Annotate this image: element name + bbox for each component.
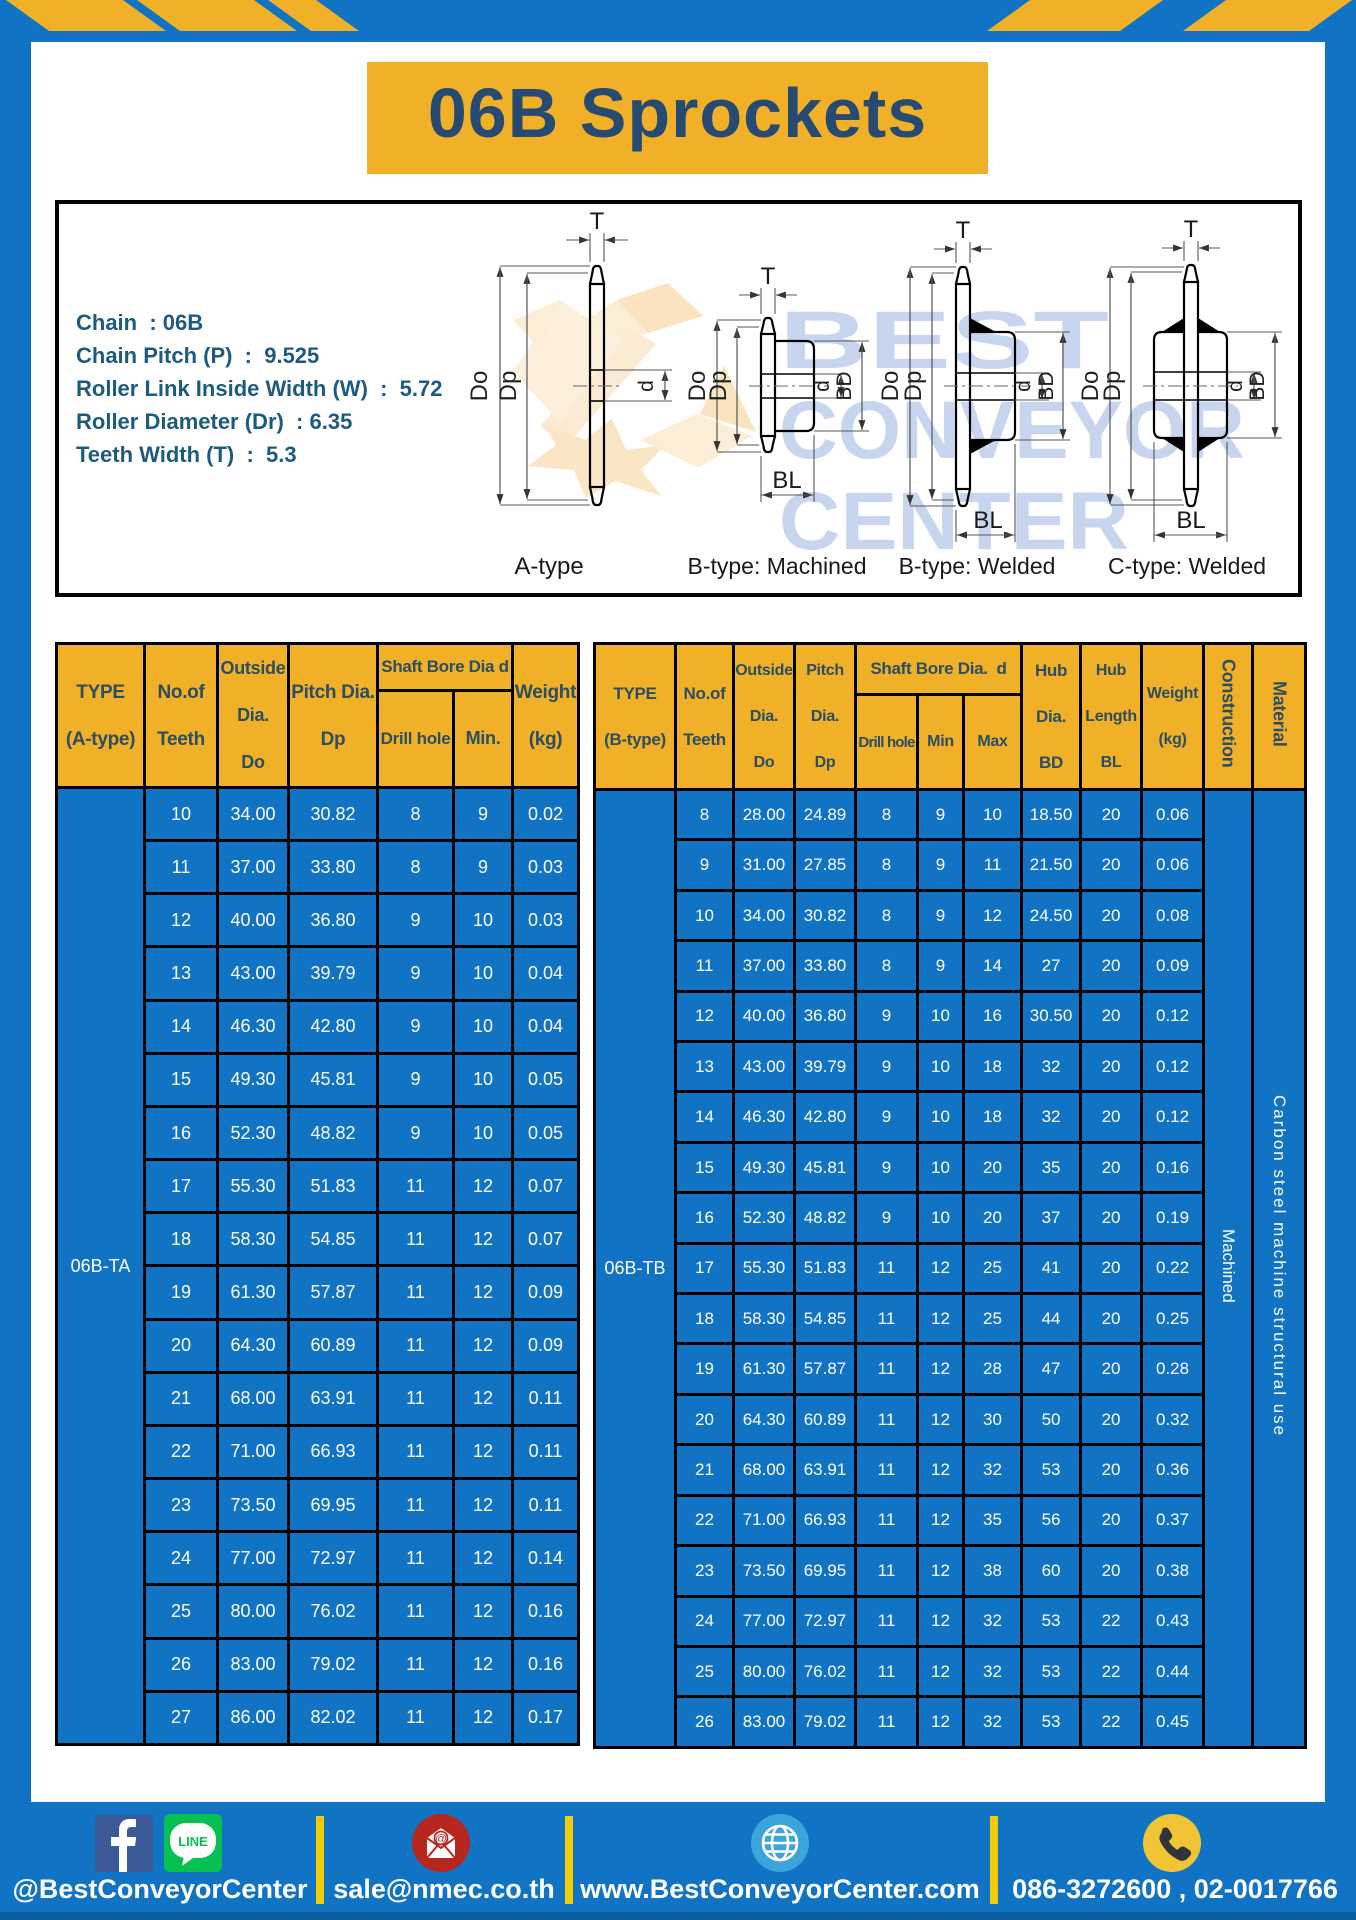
svg-text:Dp: Dp bbox=[705, 371, 732, 402]
svg-text:Dp: Dp bbox=[1099, 371, 1126, 402]
svg-text:LINE: LINE bbox=[178, 1834, 208, 1849]
svg-text:B-type: Machined: B-type: Machined bbox=[688, 553, 867, 579]
svg-text:A-type: A-type bbox=[514, 553, 583, 580]
svg-text:BL: BL bbox=[973, 507, 1002, 534]
svg-text:BL: BL bbox=[1176, 507, 1205, 534]
svg-text:BD: BD bbox=[1246, 371, 1269, 400]
svg-text:Dp: Dp bbox=[495, 371, 522, 402]
svg-text:T: T bbox=[1184, 216, 1199, 243]
svg-text:Do: Do bbox=[684, 371, 711, 402]
svg-text:T: T bbox=[956, 217, 971, 244]
svg-text:d: d bbox=[1224, 380, 1247, 392]
svg-text:B-type: Welded: B-type: Welded bbox=[899, 553, 1056, 579]
svg-text:d: d bbox=[811, 380, 834, 392]
svg-text:T: T bbox=[590, 208, 605, 235]
svg-text:BL: BL bbox=[772, 467, 801, 494]
svg-text:C-type: Welded: C-type: Welded bbox=[1108, 553, 1266, 579]
svg-text:@: @ bbox=[435, 1832, 447, 1846]
svg-text:Dp: Dp bbox=[900, 371, 927, 402]
svg-text:d: d bbox=[635, 380, 658, 392]
svg-text:Do: Do bbox=[466, 371, 493, 402]
svg-text:T: T bbox=[761, 263, 776, 290]
svg-text:BD: BD bbox=[1035, 371, 1058, 400]
svg-text:Do: Do bbox=[877, 371, 904, 402]
svg-text:Do: Do bbox=[1077, 371, 1104, 402]
svg-text:CENTER: CENTER bbox=[779, 476, 1129, 567]
svg-text:BD: BD bbox=[833, 371, 856, 400]
svg-text:d: d bbox=[1012, 380, 1035, 392]
